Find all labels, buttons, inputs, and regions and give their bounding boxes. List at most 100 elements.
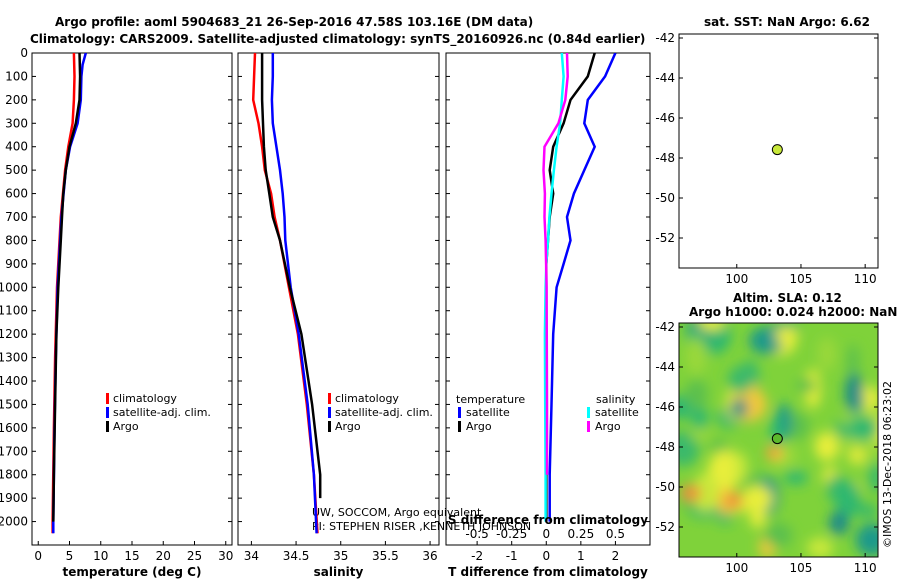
y-tick-label: -46 xyxy=(655,111,675,125)
legend-label: satellite xyxy=(595,406,639,419)
sla-blob xyxy=(716,510,733,524)
sla-blob xyxy=(829,511,849,535)
x-tick-label: 35.5 xyxy=(372,549,399,563)
legend-label: Argo xyxy=(466,420,492,433)
sla-map-title1: Altim. SLA: 0.12 xyxy=(733,291,842,305)
sal-diff-tick-label: 0.25 xyxy=(567,527,594,541)
y-tick-label: -42 xyxy=(655,320,675,334)
x-tick-label: 110 xyxy=(854,561,877,575)
y-tick-label: -44 xyxy=(655,71,675,85)
x-axis-label: temperature (deg C) xyxy=(63,565,202,579)
y-tick-label: 300 xyxy=(5,116,28,130)
x-tick-label: 0 xyxy=(34,549,42,563)
sla-blob xyxy=(733,452,748,482)
imos-watermark: ©IMOS 13-Dec-2018 06:23:02 xyxy=(881,381,894,548)
sla-blob xyxy=(691,406,709,430)
y-tick-label: 1300 xyxy=(0,351,28,365)
series-line-argo xyxy=(260,53,322,499)
sal-diff-tick-label: -0.5 xyxy=(465,527,488,541)
legend-swatch-s-argo xyxy=(587,421,590,432)
y-tick-label: 900 xyxy=(5,257,28,271)
x-tick-label: 100 xyxy=(725,272,748,286)
sla-blob xyxy=(689,428,712,441)
y-tick-label: 2000 xyxy=(0,515,28,529)
y-tick-label: 1600 xyxy=(0,421,28,435)
x-axis-label: salinity xyxy=(314,565,364,579)
legend-swatch-climatology xyxy=(106,393,109,404)
series-line-climatology xyxy=(51,53,76,534)
sla-blob xyxy=(692,472,719,512)
y-tick-label: 1100 xyxy=(0,304,28,318)
sla-blob xyxy=(834,479,861,518)
y-tick-label: 1400 xyxy=(0,374,28,388)
title-line2: Climatology: CARS2009. Satellite-adjuste… xyxy=(30,32,645,47)
argo-float-marker xyxy=(771,144,783,156)
legend-title-temperature: temperature xyxy=(456,393,525,406)
legend-swatch-climatology xyxy=(328,393,331,404)
y-tick-label: -50 xyxy=(655,480,675,494)
series-line-satellite-adj-clim- xyxy=(270,53,318,534)
sla-blob xyxy=(846,344,860,380)
y-tick-label: -44 xyxy=(655,360,675,374)
sla-blob xyxy=(846,416,878,441)
sla-blob xyxy=(681,485,701,501)
sla-blob xyxy=(685,379,708,410)
x-tick-label: 105 xyxy=(790,272,813,286)
sla-field xyxy=(679,323,878,557)
sla-blob xyxy=(868,461,878,493)
legend-swatch-argo xyxy=(106,421,109,432)
sla-blob xyxy=(806,537,834,557)
y-tick-label: -50 xyxy=(655,191,675,205)
x-tick-label: 2 xyxy=(612,549,620,563)
legend-swatch-t-satellite xyxy=(458,407,461,418)
y-tick-label: 800 xyxy=(5,233,28,247)
legend-swatch-satellite xyxy=(106,407,109,418)
sla-blob xyxy=(814,431,840,461)
x-tick-label: 15 xyxy=(124,549,139,563)
y-tick-label: 1000 xyxy=(0,280,28,294)
legend-swatch-satellite xyxy=(328,407,331,418)
y-tick-label: -48 xyxy=(655,151,675,165)
plot-frame-difference xyxy=(445,52,651,546)
series-line-s-argo xyxy=(542,53,569,475)
sla-blob xyxy=(766,446,782,460)
legend-label: Argo xyxy=(113,420,139,433)
sla-blob xyxy=(845,373,863,413)
sal-diff-tick-label: -0.25 xyxy=(496,527,527,541)
x-tick-label: 110 xyxy=(854,272,877,286)
sla-blob xyxy=(782,444,798,468)
series-line-t-argo xyxy=(545,53,596,522)
plot-frame-salinity xyxy=(237,52,440,546)
legend-swatch-t-argo xyxy=(458,421,461,432)
y-tick-label: 200 xyxy=(5,93,28,107)
sla-blob xyxy=(685,337,707,376)
y-tick-label: 0 xyxy=(20,46,28,60)
x-tick-label: 34.5 xyxy=(283,549,310,563)
sla-blob xyxy=(709,440,729,453)
sal-legend: climatology satellite-adj. clim. Argo xyxy=(328,392,433,433)
series-line-t-satellite xyxy=(548,53,617,522)
temp-legend: climatology satellite-adj. clim. Argo xyxy=(106,392,211,433)
legend-label: Argo xyxy=(595,420,621,433)
sal-diff-axis-label: S difference from climatology xyxy=(448,513,648,527)
legend-swatch-s-satellite xyxy=(587,407,590,418)
x-tick-label: 0 xyxy=(542,549,550,563)
sla-blob xyxy=(741,485,773,512)
y-tick-label: 500 xyxy=(5,163,28,177)
argo-float-marker xyxy=(771,433,783,445)
series-line-argo xyxy=(52,53,82,522)
diff-legend: temperature satellite Argo salinity sate… xyxy=(456,393,639,433)
x-tick-label: 5 xyxy=(66,549,74,563)
sla-blob xyxy=(849,447,864,465)
x-axis-label: T difference from climatology xyxy=(448,565,648,579)
title-line1: Argo profile: aoml 5904683_21 26-Sep-201… xyxy=(55,15,533,30)
x-tick-label: 25 xyxy=(187,549,202,563)
legend-label: satellite-adj. clim. xyxy=(113,406,211,419)
x-tick-label: 30 xyxy=(218,549,233,563)
y-tick-label: 1200 xyxy=(0,327,28,341)
sla-blob xyxy=(764,522,793,548)
y-tick-label: 1700 xyxy=(0,444,28,458)
legend-label: climatology xyxy=(335,392,399,405)
sla-blob xyxy=(817,337,837,371)
sla-blob xyxy=(730,399,748,417)
